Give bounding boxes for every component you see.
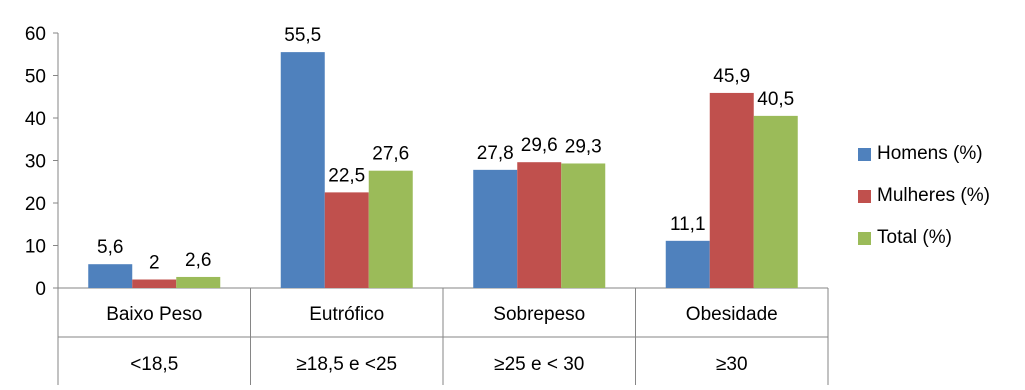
subcategory-label: <18,5 [130,354,178,375]
y-tick-label: 40 [25,109,46,130]
data-label: 11,1 [670,214,706,235]
legend-item-mulheres: Mulheres (%) [858,184,990,208]
data-label: 27,8 [477,143,514,164]
bar [517,162,562,288]
bar [280,52,325,288]
subcategory-label: ≥25 e < 30 [494,354,584,375]
legend: Homens (%) Mulheres (%) Total (%) [858,142,990,268]
legend-label-total: Total (%) [877,227,952,248]
bar [176,276,221,288]
category-label: Eutrófico [309,304,384,325]
data-label: 55,5 [284,25,321,46]
legend-swatch-mulheres [858,189,871,203]
legend-label-mulheres: Mulheres (%) [877,185,990,206]
data-label: 2 [149,253,160,274]
legend-item-homens: Homens (%) [858,142,990,166]
data-label: 22,5 [328,165,365,186]
category-label: Obesidade [686,304,778,325]
bar [473,169,518,288]
bar [132,279,177,288]
bar [709,92,754,288]
data-label: 27,6 [372,144,409,165]
y-tick-label: 30 [25,152,46,173]
bar [561,163,606,288]
data-label: 5,6 [97,237,123,258]
data-label: 40,5 [757,89,794,110]
data-label: 29,3 [565,136,602,157]
data-label: 45,9 [713,66,750,87]
bar [324,192,369,288]
subcategory-label: ≥30 [716,354,748,375]
y-tick-label: 10 [25,237,46,258]
y-tick-label: 0 [35,279,46,300]
legend-swatch-homens [858,147,871,161]
data-label: 2,6 [185,250,211,271]
data-label: 29,6 [521,135,558,156]
legend-swatch-total [858,231,871,245]
bar [753,115,798,288]
legend-label-homens: Homens (%) [877,143,983,164]
bar [368,170,413,288]
subcategory-label: ≥18,5 e <25 [296,354,397,375]
y-tick-label: 60 [25,24,46,45]
legend-item-total: Total (%) [858,226,990,250]
bar [665,240,710,288]
y-tick-label: 20 [25,194,46,215]
y-tick-label: 50 [25,67,46,88]
category-label: Sobrepeso [493,304,585,325]
category-label: Baixo Peso [106,304,202,325]
bar [88,264,133,288]
